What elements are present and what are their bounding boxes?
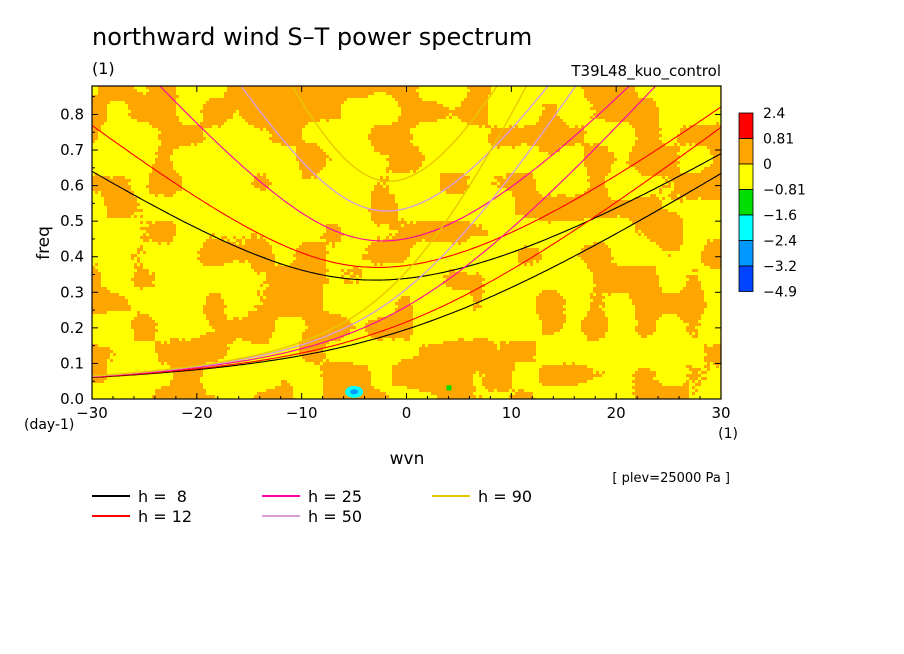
- colorbar-label: 0.81: [763, 132, 794, 148]
- y-tick-label: 0.2: [60, 319, 84, 337]
- colorbar-swatch: [738, 189, 754, 216]
- colorbar: 2.4 0.81 0 −0.81 −1.6 −2.4 −3.2 −4.9: [738, 106, 806, 301]
- colorbar-swatch: [738, 240, 754, 267]
- colorbar-label: −1.6: [763, 208, 797, 224]
- legend-label: h = 25: [308, 487, 362, 506]
- y-axis: 0.0 0.1 0.2 0.3 0.4 0.5 0.6 0.7 0.8: [60, 96, 721, 408]
- run-label: T39L48_kuo_control: [570, 62, 721, 81]
- low-power-spot-core: [350, 389, 359, 395]
- mrg-wave-h12: [92, 126, 721, 378]
- plev-annotation: [ plev=25000 Pa ]: [612, 471, 730, 486]
- ig-wave-n1-h50: [240, 86, 549, 212]
- mrg-wave-h90: [92, 86, 528, 377]
- legend-item-h8: h = 8: [92, 487, 187, 506]
- y-tick-label: 0.8: [60, 105, 84, 123]
- dispersion-curve-h25: [92, 86, 657, 378]
- y-tick-label: 0.3: [60, 283, 84, 301]
- y-tick-label: 0.6: [60, 177, 84, 195]
- colorbar-swatch: [738, 138, 754, 165]
- mrg-wave-h25: [92, 86, 657, 378]
- plot-area: [91, 85, 722, 400]
- y-axis-label: freq: [34, 226, 54, 260]
- x-units-left: (day-1): [24, 417, 74, 433]
- colorbar-label: 2.4: [763, 106, 785, 122]
- ig-wave-n1-h90: [291, 86, 498, 182]
- legend-label: h = 90: [478, 487, 532, 506]
- legend: h = 8h = 12 h = 25h = 50 h = 90: [92, 487, 532, 526]
- colorbar-swatch: [738, 265, 754, 292]
- ig-wave-n1-h25: [159, 86, 631, 242]
- y-tick-label: 0.7: [60, 141, 84, 159]
- legend-item-h50: h = 50: [262, 507, 362, 526]
- legend-item-h90: h = 90: [432, 487, 532, 506]
- dispersion-curve-h90: [92, 86, 528, 377]
- legend-item-h25: h = 25: [262, 487, 362, 506]
- x-tick-label: −20: [181, 404, 213, 422]
- x-tick-label: −10: [286, 404, 318, 422]
- x-tick-label: −30: [76, 404, 108, 422]
- x-tick-label: 0: [402, 404, 412, 422]
- x-axis: −30 −20 −10 0 10 20 30: [76, 86, 731, 422]
- dispersion-curves: [92, 86, 721, 379]
- legend-label: h = 8: [138, 487, 187, 506]
- y-tick-label: 0.1: [60, 354, 84, 372]
- x-axis-label: wvn: [390, 449, 425, 469]
- y-tick-label: 0.4: [60, 248, 84, 266]
- colorbar-swatch: [738, 214, 754, 241]
- colorbar-swatch: [738, 112, 754, 139]
- power-field: [92, 86, 721, 399]
- colorbar-label: −0.81: [763, 183, 806, 199]
- x-tick-label: 20: [607, 404, 626, 422]
- y-tick-label: 0.0: [60, 390, 84, 408]
- legend-label: h = 12: [138, 507, 192, 526]
- dispersion-curve-h12: [92, 106, 721, 378]
- x-tick-label: 10: [502, 404, 521, 422]
- legend-label: h = 50: [308, 507, 362, 526]
- ig-wave-n1-h12: [92, 106, 721, 268]
- ig-wave-n1-h8: [92, 153, 721, 281]
- low-power-pixel: [446, 385, 452, 391]
- chart-title: northward wind S–T power spectrum: [92, 23, 532, 51]
- y-tick-label: 0.5: [60, 212, 84, 230]
- colorbar-swatch: [738, 163, 754, 190]
- x-units-right: (1): [718, 426, 738, 442]
- colorbar-label: −4.9: [763, 285, 797, 301]
- title-units: (1): [92, 59, 115, 78]
- power-field-positive-region: [92, 86, 721, 399]
- mrg-wave-h8: [92, 173, 721, 379]
- colorbar-label: −2.4: [763, 234, 797, 250]
- x-tick-label: 30: [711, 404, 730, 422]
- dispersion-curve-h8: [92, 153, 721, 379]
- colorbar-label: −3.2: [763, 259, 797, 275]
- colorbar-label: 0: [763, 157, 772, 173]
- legend-item-h12: h = 12: [92, 507, 192, 526]
